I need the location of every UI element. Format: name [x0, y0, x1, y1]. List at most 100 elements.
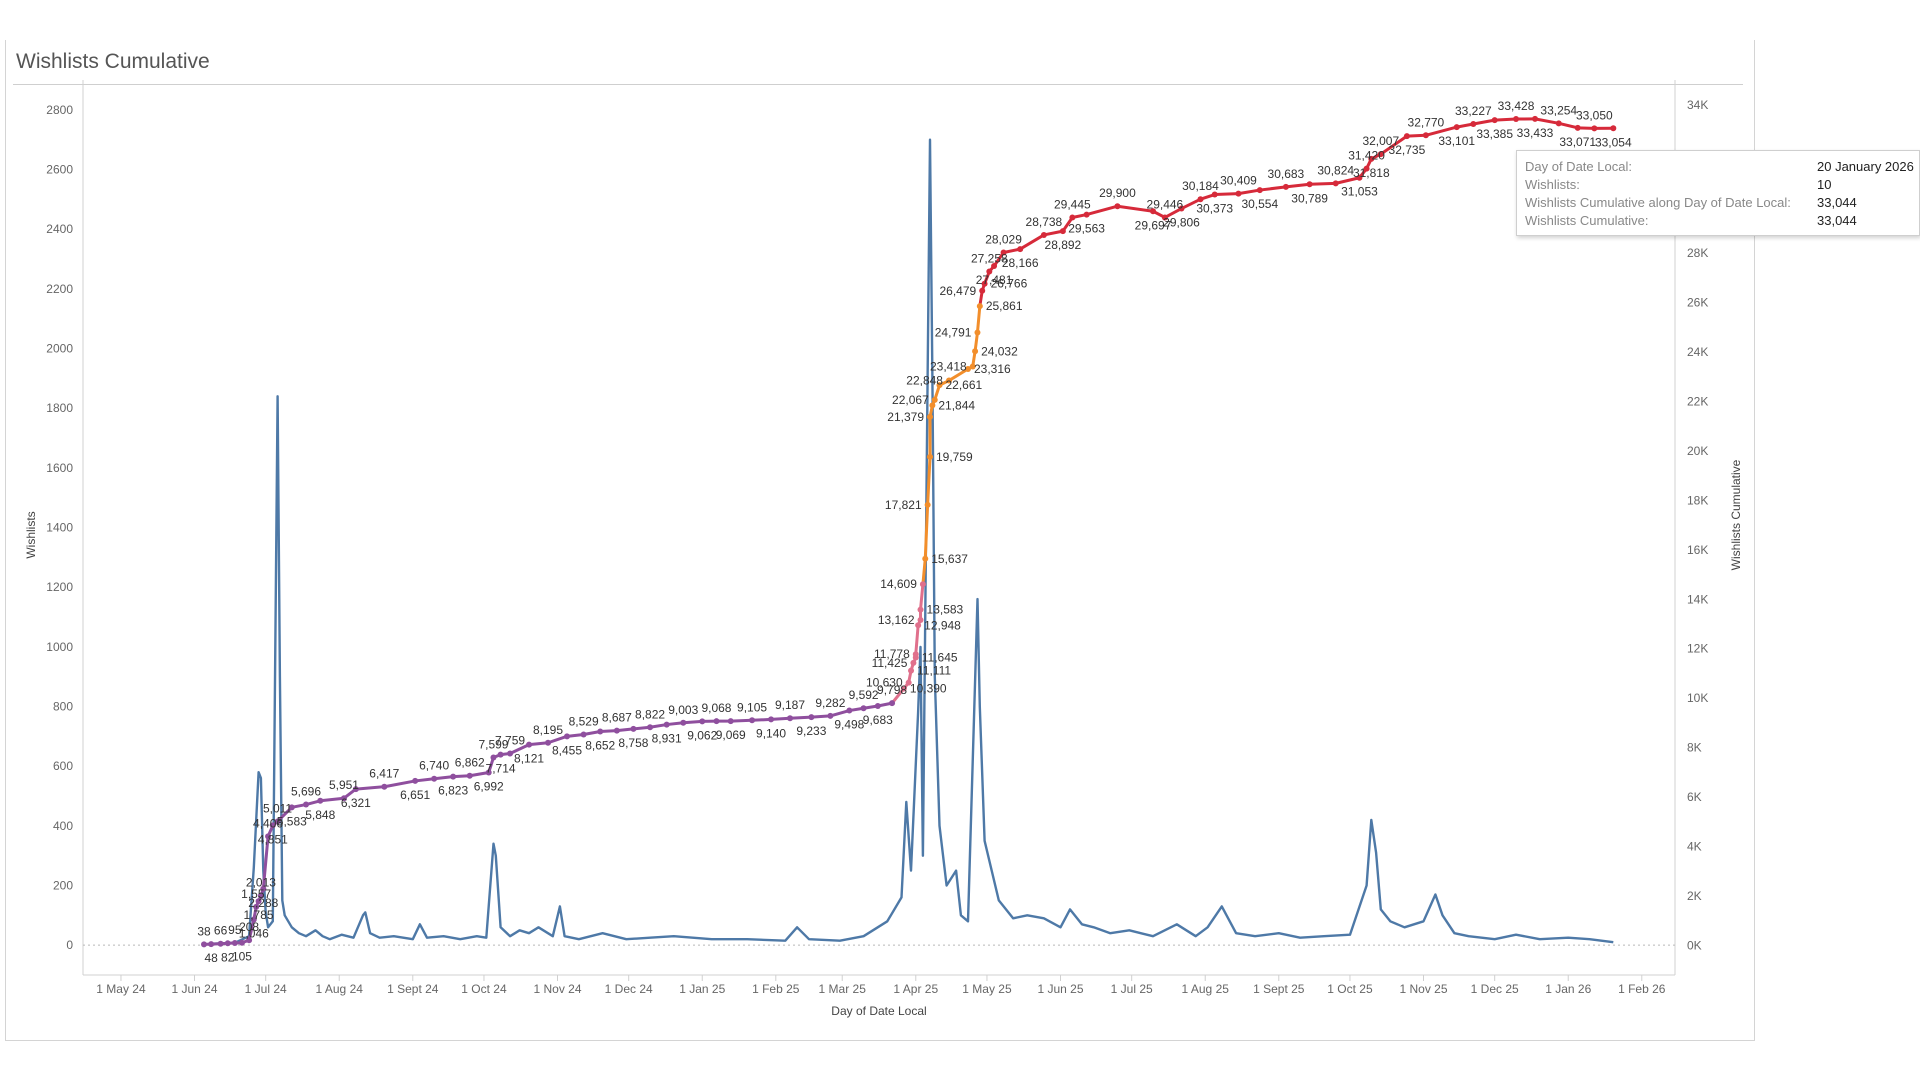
cumulative-segment[interactable]	[1115, 204, 1155, 213]
cumulative-point[interactable]	[412, 777, 419, 784]
cumulative-point[interactable]	[1150, 208, 1157, 215]
cumulative-point[interactable]	[1403, 133, 1410, 140]
cumulative-point[interactable]	[253, 903, 260, 910]
cumulative-point[interactable]	[381, 783, 388, 790]
cumulative-segment[interactable]	[947, 367, 970, 383]
cumulative-segment[interactable]	[681, 719, 704, 725]
cumulative-segment[interactable]	[1379, 134, 1409, 156]
cumulative-point[interactable]	[1377, 151, 1384, 158]
cumulative-point[interactable]	[787, 715, 794, 722]
cumulative-point[interactable]	[912, 651, 919, 658]
cumulative-point[interactable]	[917, 606, 924, 613]
cumulative-point[interactable]	[680, 719, 687, 726]
cumulative-point[interactable]	[1532, 115, 1539, 122]
cumulative-point[interactable]	[931, 396, 938, 403]
cumulative-point[interactable]	[699, 718, 706, 725]
cumulative-point[interactable]	[597, 728, 604, 735]
cumulative-segment[interactable]	[1180, 197, 1202, 211]
cumulative-segment[interactable]	[527, 741, 550, 747]
cumulative-point[interactable]	[580, 731, 587, 738]
cumulative-point[interactable]	[1491, 117, 1498, 124]
cumulative-segment[interactable]	[788, 715, 813, 720]
cumulative-segment[interactable]	[1018, 233, 1046, 251]
cumulative-point[interactable]	[727, 718, 734, 725]
cumulative-point[interactable]	[972, 348, 979, 355]
cumulative-segment[interactable]	[769, 716, 792, 721]
cumulative-point[interactable]	[1470, 120, 1477, 127]
cumulative-point[interactable]	[545, 739, 552, 746]
cumulative-point[interactable]	[1256, 187, 1263, 194]
cumulative-point[interactable]	[1114, 203, 1121, 210]
cumulative-point[interactable]	[986, 268, 993, 275]
cumulative-point[interactable]	[466, 772, 473, 779]
cumulative-segment[interactable]	[973, 331, 979, 353]
cumulative-point[interactable]	[255, 898, 262, 905]
cumulative-segment[interactable]	[261, 834, 270, 891]
cumulative-point[interactable]	[450, 773, 457, 780]
cumulative-point[interactable]	[927, 413, 934, 420]
cumulative-segment[interactable]	[247, 917, 256, 942]
cumulative-point[interactable]	[1083, 211, 1090, 218]
cumulative-point[interactable]	[1422, 132, 1429, 139]
cumulative-segment[interactable]	[921, 557, 927, 586]
cumulative-point[interactable]	[303, 801, 310, 808]
cumulative-point[interactable]	[246, 937, 253, 944]
cumulative-point[interactable]	[231, 939, 238, 946]
cumulative-point[interactable]	[1356, 174, 1363, 181]
cumulative-point[interactable]	[1591, 125, 1598, 132]
cumulative-segment[interactable]	[1308, 181, 1338, 186]
cumulative-point[interactable]	[945, 377, 952, 384]
cumulative-segment[interactable]	[432, 775, 455, 781]
cumulative-point[interactable]	[526, 741, 533, 748]
cumulative-point[interactable]	[485, 769, 492, 776]
cumulative-point[interactable]	[647, 724, 654, 731]
cumulative-point[interactable]	[1235, 190, 1242, 197]
cumulative-point[interactable]	[1282, 183, 1289, 190]
cumulative-point[interactable]	[768, 716, 775, 723]
cumulative-point[interactable]	[317, 797, 324, 804]
cumulative-segment[interactable]	[546, 734, 569, 745]
cumulative-point[interactable]	[1178, 205, 1185, 212]
cumulative-segment[interactable]	[809, 714, 832, 719]
cumulative-point[interactable]	[1332, 180, 1339, 187]
cumulative-segment[interactable]	[919, 582, 925, 612]
cumulative-point[interactable]	[874, 702, 881, 709]
cumulative-point[interactable]	[749, 717, 756, 724]
cumulative-point[interactable]	[900, 685, 907, 692]
cumulative-point[interactable]	[490, 754, 497, 761]
cumulative-point[interactable]	[860, 705, 867, 712]
cumulative-point[interactable]	[208, 941, 215, 948]
cumulative-segment[interactable]	[382, 779, 417, 789]
cumulative-segment[interactable]	[276, 805, 294, 823]
cumulative-point[interactable]	[260, 885, 267, 892]
cumulative-point[interactable]	[238, 939, 245, 946]
cumulative-point[interactable]	[274, 818, 281, 825]
cumulative-segment[interactable]	[1424, 125, 1459, 137]
cumulative-point[interactable]	[201, 941, 208, 948]
cumulative-point[interactable]	[1555, 120, 1562, 127]
cumulative-segment[interactable]	[1557, 121, 1580, 130]
cumulative-segment[interactable]	[1085, 204, 1119, 217]
cumulative-point[interactable]	[507, 750, 514, 757]
cumulative-segment[interactable]	[1493, 117, 1518, 122]
cumulative-point[interactable]	[217, 940, 224, 947]
cumulative-point[interactable]	[257, 892, 264, 899]
cumulative-point[interactable]	[924, 501, 931, 508]
cumulative-segment[interactable]	[508, 743, 531, 756]
cumulative-segment[interactable]	[354, 785, 386, 791]
cumulative-segment[interactable]	[750, 717, 773, 722]
cumulative-point[interactable]	[340, 795, 347, 802]
cumulative-point[interactable]	[269, 822, 276, 829]
cumulative-point[interactable]	[1513, 116, 1520, 123]
cumulative-segment[interactable]	[318, 796, 346, 803]
cumulative-point[interactable]	[964, 365, 971, 372]
cumulative-segment[interactable]	[923, 503, 930, 561]
cumulative-segment[interactable]	[890, 687, 906, 705]
cumulative-point[interactable]	[974, 329, 981, 336]
cumulative-point[interactable]	[265, 833, 272, 840]
cumulative-point[interactable]	[224, 940, 231, 947]
cumulative-point[interactable]	[905, 679, 912, 686]
cumulative-point[interactable]	[1610, 125, 1617, 132]
cumulative-point[interactable]	[889, 700, 896, 707]
